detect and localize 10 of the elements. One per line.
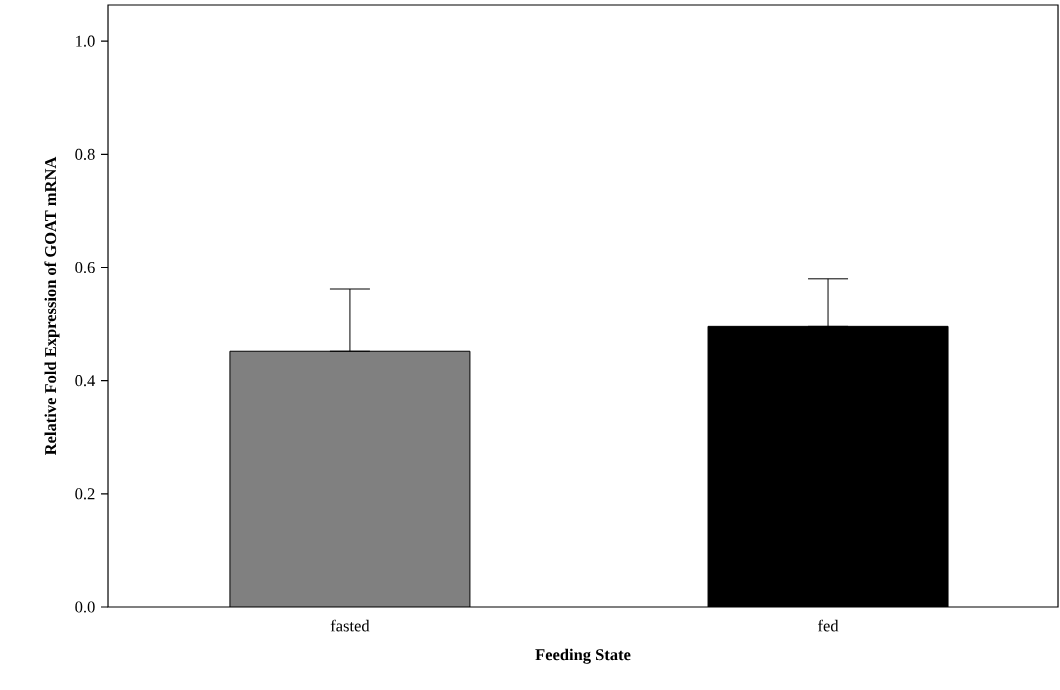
y-tick-label: 0.6 [75,261,95,274]
y-tick-label: 0.0 [75,601,95,613]
y-tick-label: 0.2 [75,488,95,500]
y-tick-label: 0.4 [75,375,96,387]
x-tick-label: fasted [330,619,370,632]
y-tick-label: 1.0 [76,35,95,47]
y-tick-label: 0.8 [75,148,95,160]
y-axis-title: Relative Fold Expression of GOAT mRNA [44,156,60,456]
x-tick-label: fed [818,619,839,632]
x-axis-title: Feeding State [535,648,631,664]
